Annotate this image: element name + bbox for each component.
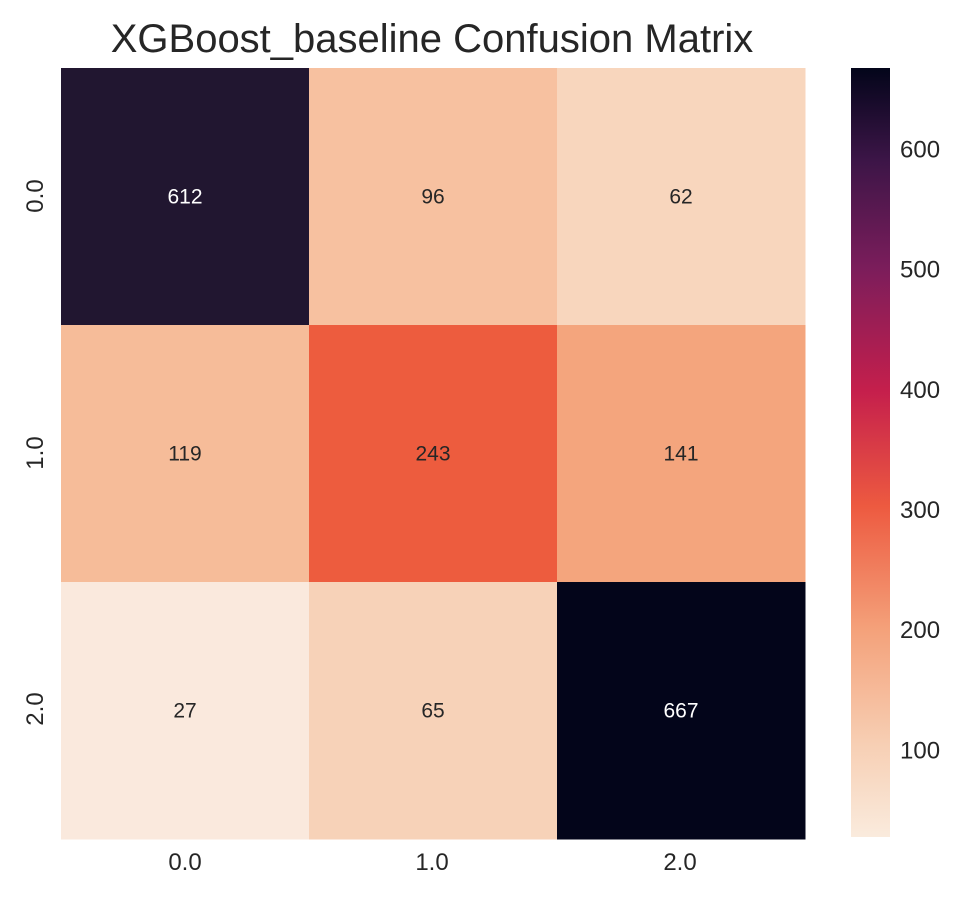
colorbar-tick-label: 500 bbox=[900, 257, 940, 284]
heatmap-cell bbox=[557, 325, 806, 583]
x-tick-label: 2.0 bbox=[663, 849, 696, 876]
y-tick-label: 0.0 bbox=[22, 179, 49, 212]
heatmap-annotations: 612 96 62 119 243 141 27 65 667 bbox=[167, 186, 698, 723]
x-tick-label: 1.0 bbox=[415, 849, 448, 876]
heatmap-cell bbox=[557, 68, 806, 326]
colorbar-tick-label: 600 bbox=[900, 137, 940, 164]
colorbar-tick-label: 300 bbox=[900, 497, 940, 524]
cell-annotation: 62 bbox=[669, 186, 692, 209]
x-tick-label: 0.0 bbox=[168, 849, 201, 876]
cell-annotation: 141 bbox=[663, 443, 698, 466]
colorbar-tick-label: 400 bbox=[900, 377, 940, 404]
heatmap-cell bbox=[309, 68, 558, 326]
colorbar-tick-label: 100 bbox=[900, 737, 940, 764]
colorbar-tick-label: 200 bbox=[900, 617, 940, 644]
cell-annotation: 119 bbox=[168, 443, 201, 466]
cell-annotation: 65 bbox=[421, 700, 444, 723]
x-axis-tick-labels: 0.0 1.0 2.0 bbox=[168, 849, 696, 876]
chart-title: XGBoost_baseline Confusion Matrix bbox=[111, 17, 754, 61]
colorbar bbox=[851, 68, 890, 837]
colorbar-tick-labels: 100 200 300 400 500 600 bbox=[900, 137, 940, 765]
heatmap-cell bbox=[61, 68, 310, 326]
y-tick-label: 1.0 bbox=[22, 436, 49, 469]
y-axis-tick-labels: 0.0 1.0 2.0 bbox=[22, 179, 49, 725]
y-tick-label: 2.0 bbox=[22, 692, 49, 725]
cell-annotation: 96 bbox=[421, 186, 444, 209]
cell-annotation: 667 bbox=[663, 700, 698, 723]
cell-annotation: 612 bbox=[167, 186, 202, 209]
heatmap-cell bbox=[61, 325, 310, 583]
heatmap-cells bbox=[61, 68, 806, 840]
cell-annotation: 27 bbox=[173, 700, 196, 723]
heatmap-cell bbox=[61, 582, 310, 840]
heatmap-cell bbox=[557, 582, 806, 840]
heatmap-cell bbox=[309, 325, 558, 583]
heatmap-cell bbox=[309, 582, 558, 840]
cell-annotation: 243 bbox=[415, 443, 450, 466]
